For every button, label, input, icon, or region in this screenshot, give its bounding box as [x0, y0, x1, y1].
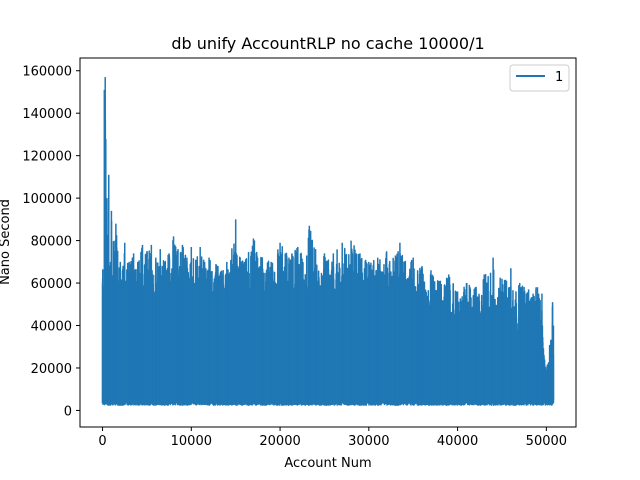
series-layer — [101, 77, 555, 406]
series-line-1 — [101, 118, 555, 406]
x-tick-label: 20000 — [259, 434, 300, 449]
series-peaks-1 — [101, 77, 555, 404]
chart-title: db unify AccountRLP no cache 10000/1 — [171, 34, 484, 53]
y-tick-label: 160000 — [22, 65, 72, 80]
y-axis-label: Nano Second — [0, 199, 13, 285]
x-tick-label: 30000 — [348, 434, 389, 449]
x-tick-label: 40000 — [437, 434, 478, 449]
y-tick-label: 0 — [64, 404, 72, 419]
x-tick-label: 10000 — [171, 434, 212, 449]
plot-frame — [79, 57, 577, 428]
x-tick-label: 0 — [98, 434, 106, 449]
y-tick-label: 80000 — [31, 235, 72, 250]
y-tick-label: 60000 — [31, 277, 72, 292]
legend-box — [509, 64, 570, 92]
y-tick-label: 40000 — [31, 320, 72, 335]
y-tick-label: 20000 — [31, 362, 72, 377]
plot-area — [79, 57, 577, 428]
x-tick-label: 50000 — [526, 434, 567, 449]
y-tick-label: 120000 — [22, 150, 72, 165]
y-tick-label: 100000 — [22, 192, 72, 207]
legend-label: 1 — [555, 70, 563, 85]
x-axis-label: Account Num — [284, 456, 371, 471]
legend: 1 — [509, 64, 570, 92]
x-axis: 0 10000 20000 30000 40000 50000 — [98, 427, 567, 449]
y-tick-label: 140000 — [22, 107, 72, 122]
y-axis: 0 20000 40000 60000 80000 100000 120000 140000 1… — [22, 65, 80, 419]
